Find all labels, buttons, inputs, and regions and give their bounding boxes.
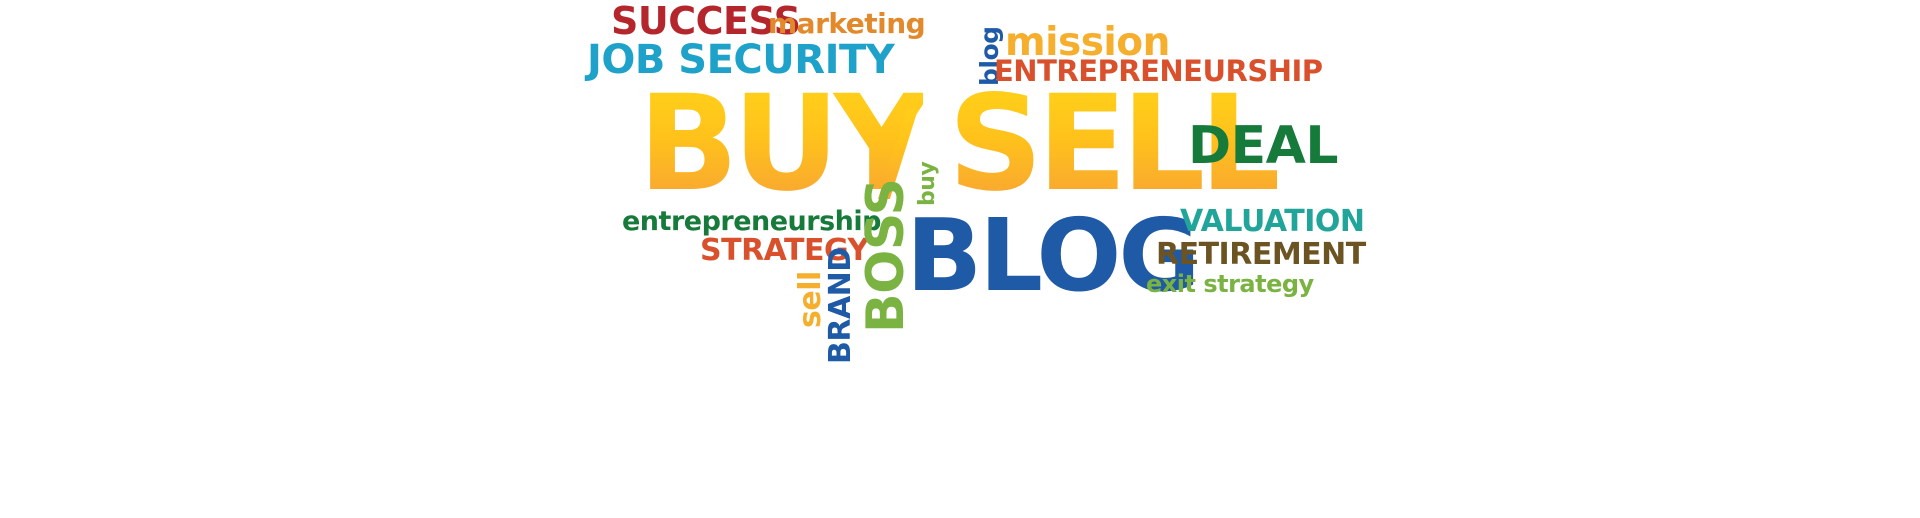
word-job-security: JOB SECURITY — [587, 37, 895, 83]
word-success: SUCCESS — [611, 0, 801, 43]
word-sell: SELL — [948, 67, 1283, 221]
word-entrepreneurship-lower: entrepreneurship — [622, 206, 881, 237]
word-entrepreneurship-upper: ENTREPRENEURSHIP — [994, 54, 1323, 88]
word-strategy: STRATEGY — [700, 233, 869, 268]
word-brand-vertical: BRAND — [823, 247, 858, 364]
word-valuation: VALUATION — [1180, 204, 1365, 239]
word-exit-strategy: exit strategy — [1146, 270, 1314, 298]
word-buy: BUY — [638, 67, 929, 221]
word-sell-vertical: sell — [793, 271, 828, 328]
word-retirement: RETIREMENT — [1156, 237, 1366, 272]
word-boss-vertical: BOSS — [856, 178, 916, 333]
word-slash: / — [878, 87, 918, 215]
word-marketing: marketing — [768, 7, 926, 40]
word-mission: mission — [1005, 20, 1170, 65]
word-blog: BLOG — [906, 197, 1200, 314]
word-deal: DEAL — [1188, 116, 1339, 176]
